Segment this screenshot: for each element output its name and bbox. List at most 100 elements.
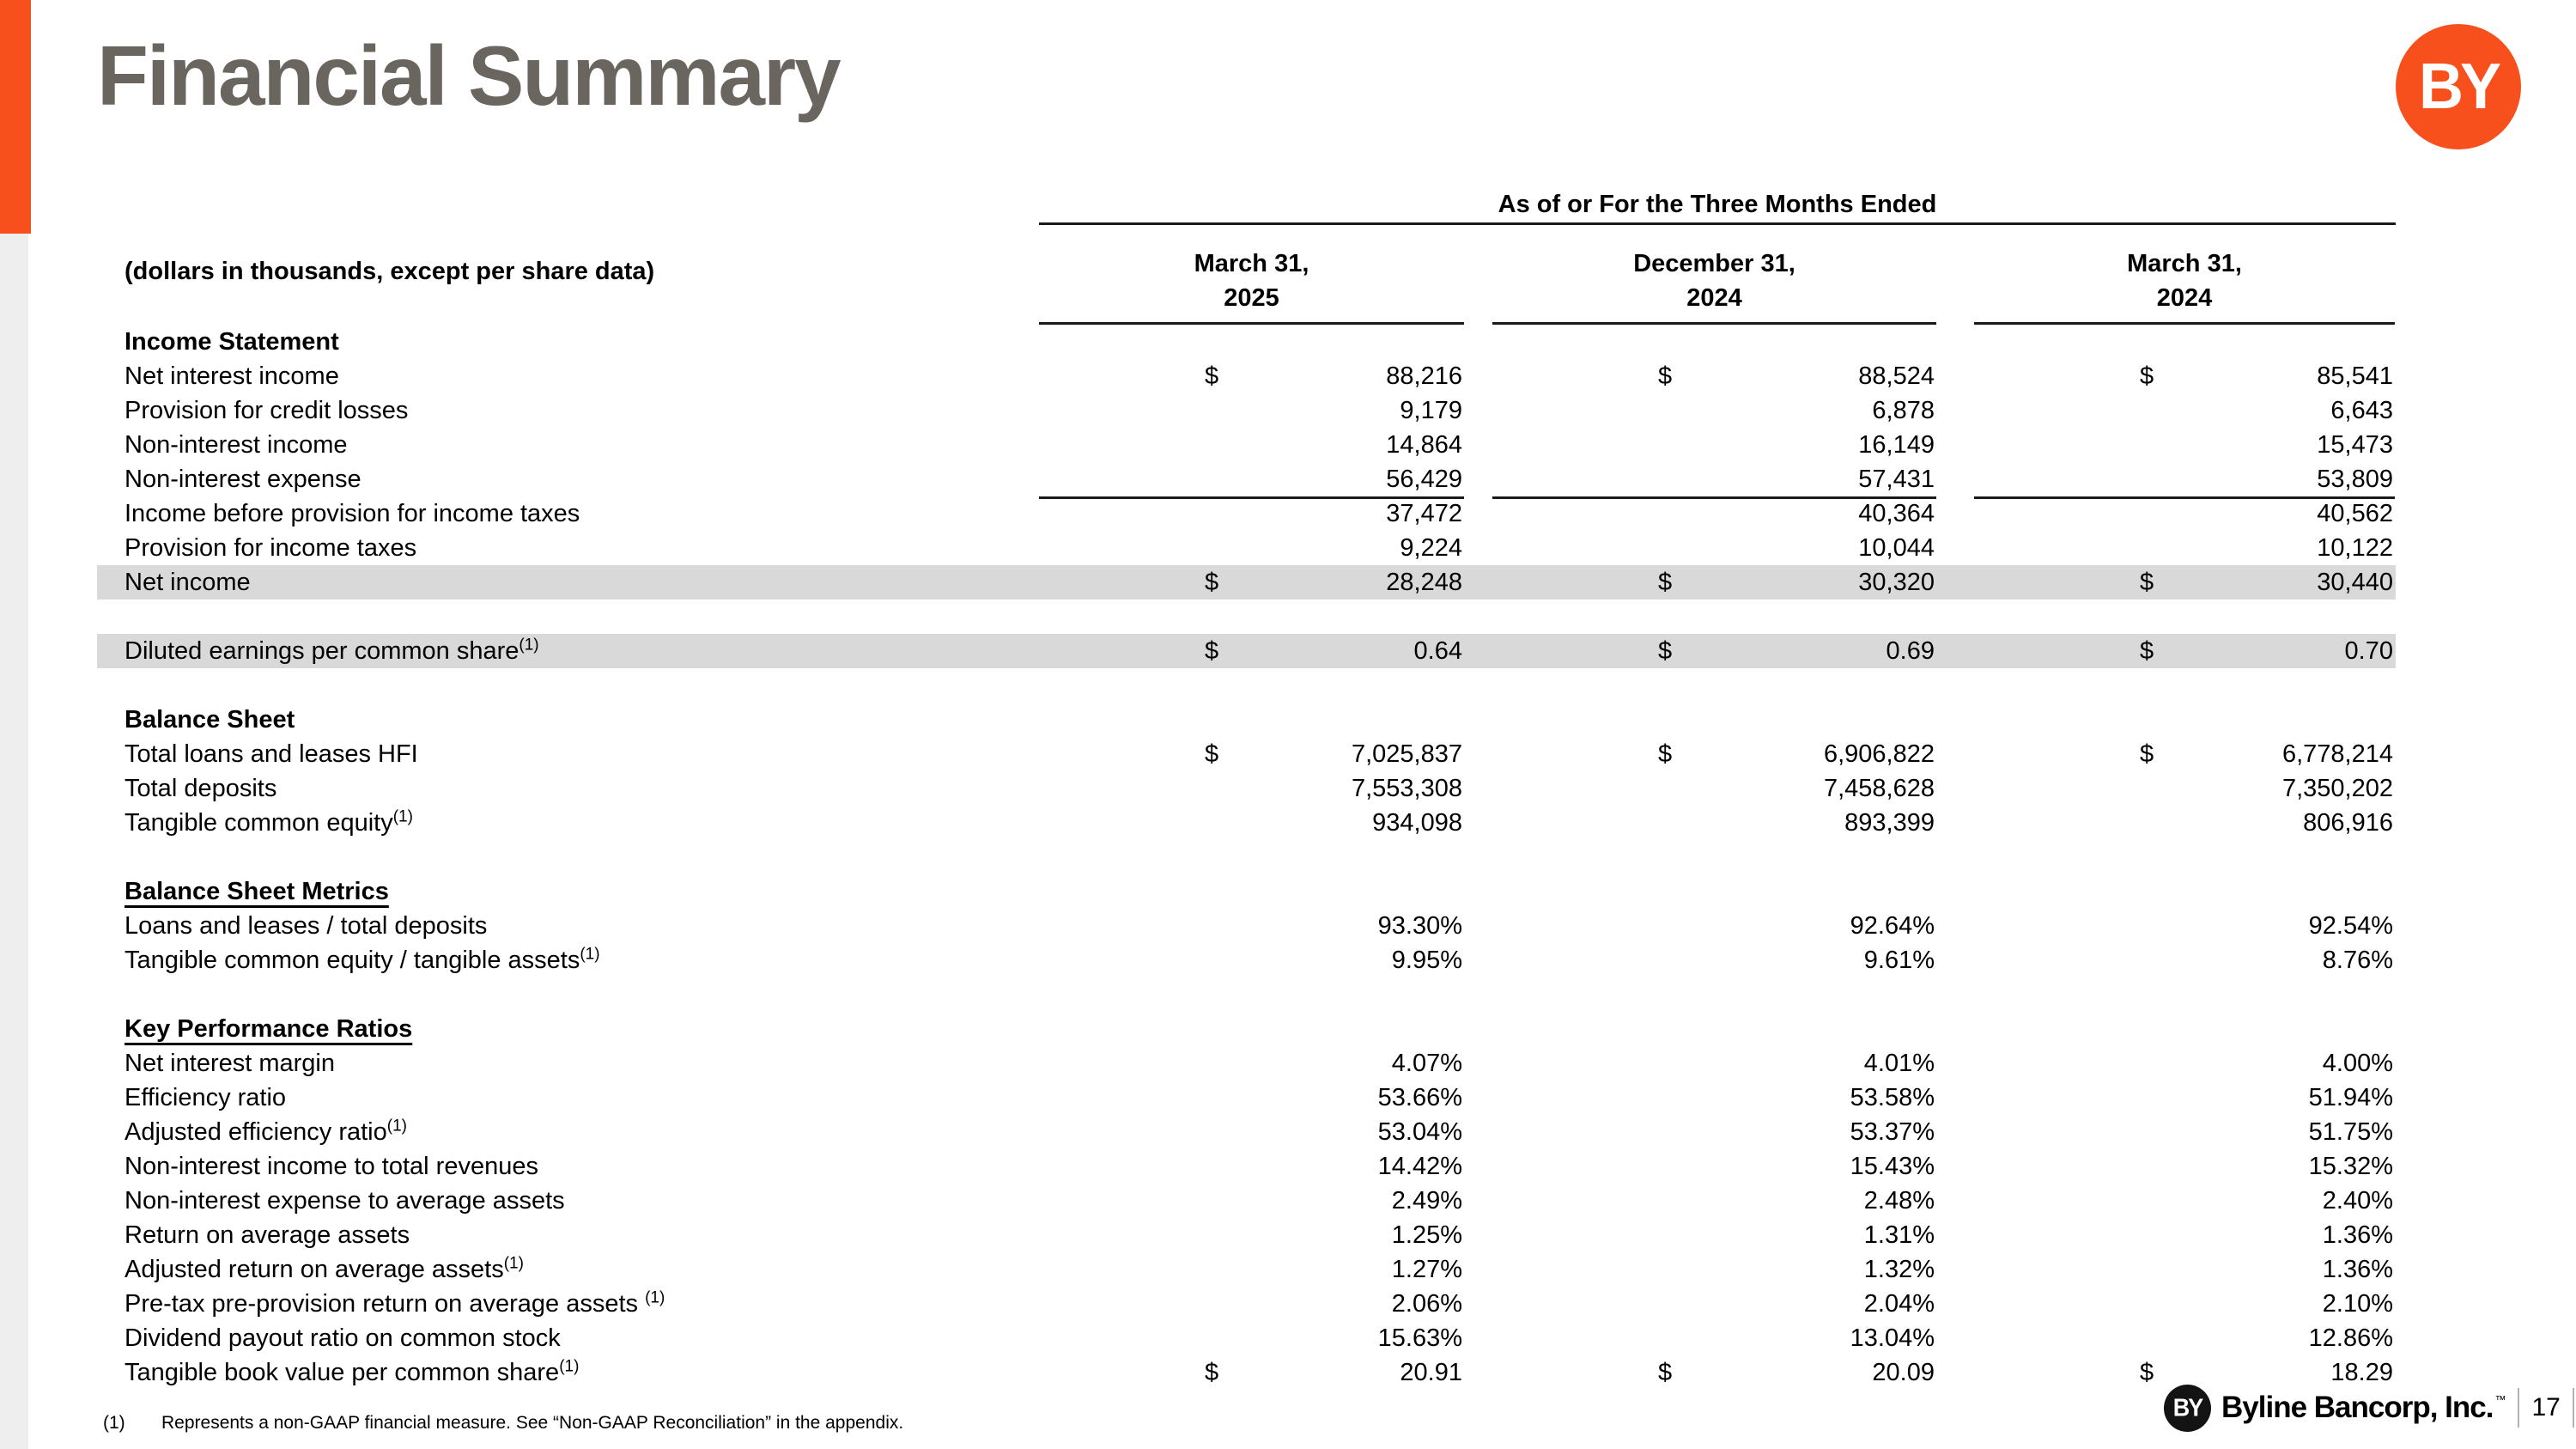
cell-march-2024: 806,916 bbox=[1974, 806, 2395, 840]
row-label: Net income bbox=[125, 569, 251, 596]
cell-value: 7,025,837 bbox=[1351, 740, 1462, 768]
column-group-header: As of or For the Three Months Ended bbox=[1498, 191, 1937, 218]
page-number-separator bbox=[2572, 1388, 2574, 1428]
cell-value: 1.36% bbox=[2322, 1256, 2393, 1283]
row-label: Diluted earnings per common share(1) bbox=[125, 636, 539, 665]
table-row: Net income $28,248 $30,320 $30,440 bbox=[97, 565, 2396, 600]
table-row: Net interest income $88,216 $88,524 $85,… bbox=[97, 359, 2396, 393]
cell-value: 88,524 bbox=[1858, 362, 1935, 390]
column-header-line2: 2024 bbox=[2156, 284, 2213, 312]
cell-march-2025: 56,429 bbox=[1039, 462, 1464, 499]
cell-march-2025: 2.06% bbox=[1039, 1287, 1464, 1321]
column-header-line1: March 31, bbox=[1194, 250, 1309, 277]
dollar-sign: $ bbox=[2140, 362, 2154, 390]
table-caption: (dollars in thousands, except per share … bbox=[125, 258, 655, 285]
page-title: Financial Summary bbox=[97, 28, 841, 123]
cell-march-2025: $20.91 bbox=[1039, 1355, 1464, 1390]
table-row: Provision for credit losses 9,179 6,878 … bbox=[97, 393, 2396, 428]
section-header: Balance Sheet bbox=[97, 703, 2396, 737]
cell-value: 10,122 bbox=[2317, 534, 2393, 562]
cell-value: 16,149 bbox=[1858, 431, 1935, 459]
cell-december-2024: $20.09 bbox=[1492, 1355, 1936, 1390]
cell-march-2025: 14.42% bbox=[1039, 1149, 1464, 1184]
cell-march-2024: $85,541 bbox=[1974, 359, 2395, 393]
table-row: Total loans and leases HFI $7,025,837 $6… bbox=[97, 737, 2396, 771]
table-row: Adjusted efficiency ratio(1) 53.04% 53.3… bbox=[97, 1115, 2396, 1149]
cell-march-2024: $0.70 bbox=[1974, 634, 2395, 668]
cell-value: 30,320 bbox=[1858, 569, 1935, 596]
row-label: Total deposits bbox=[125, 775, 277, 802]
row-label: Adjusted efficiency ratio(1) bbox=[125, 1117, 407, 1146]
dollar-sign: $ bbox=[1205, 637, 1219, 665]
dollar-sign: $ bbox=[2140, 637, 2154, 665]
cell-value: 53.04% bbox=[1377, 1118, 1462, 1146]
cell-december-2024: $88,524 bbox=[1492, 359, 1936, 393]
cell-december-2024: 40,364 bbox=[1492, 496, 1936, 531]
cell-value: 0.64 bbox=[1413, 637, 1462, 665]
cell-march-2025: 4.07% bbox=[1039, 1046, 1464, 1081]
dollar-sign: $ bbox=[2140, 740, 2154, 768]
row-label: Income Statement bbox=[125, 328, 339, 356]
table-row: Non-interest expense to average assets 2… bbox=[97, 1184, 2396, 1218]
footer: BY Byline Bancorp, Inc. ™ 17 bbox=[2164, 1381, 2576, 1434]
row-label: Adjusted return on average assets(1) bbox=[125, 1254, 524, 1283]
cell-december-2024: $0.69 bbox=[1492, 634, 1936, 668]
cell-march-2025: 9,224 bbox=[1039, 531, 1464, 568]
cell-december-2024: 13.04% bbox=[1492, 1321, 1936, 1355]
table-row: Return on average assets 1.25% 1.31% 1.3… bbox=[97, 1218, 2396, 1252]
dollar-sign: $ bbox=[1658, 362, 1673, 390]
cell-march-2024: 51.75% bbox=[1974, 1115, 2395, 1149]
cell-march-2025: 9.95% bbox=[1039, 943, 1464, 977]
table-row: Diluted earnings per common share(1) $0.… bbox=[97, 634, 2396, 668]
cell-value: 2.10% bbox=[2322, 1290, 2393, 1318]
dollar-sign: $ bbox=[1658, 740, 1673, 768]
column-header-march-2024: March 31, 2024 bbox=[1974, 247, 2395, 315]
table-row: Pre-tax pre-provision return on average … bbox=[97, 1287, 2396, 1321]
cell-march-2025: 2.49% bbox=[1039, 1184, 1464, 1218]
row-label: Net interest income bbox=[125, 362, 339, 390]
cell-value: 4.07% bbox=[1391, 1050, 1462, 1077]
cell-march-2025: 37,472 bbox=[1039, 496, 1464, 531]
cell-value: 8.76% bbox=[2322, 947, 2393, 974]
cell-december-2024: 7,458,628 bbox=[1492, 771, 1936, 806]
cell-value: 13.04% bbox=[1850, 1324, 1935, 1352]
cell-march-2025: 7,553,308 bbox=[1039, 771, 1464, 806]
cell-value: 9.95% bbox=[1391, 947, 1462, 974]
cell-march-2025: $0.64 bbox=[1039, 634, 1464, 668]
cell-value: 56,429 bbox=[1386, 466, 1462, 493]
table-gap bbox=[97, 600, 2396, 634]
column-header-december-2024: December 31, 2024 bbox=[1492, 247, 1936, 315]
footnote-ref: (1) bbox=[503, 1254, 524, 1273]
cell-march-2024: 15.32% bbox=[1974, 1149, 2395, 1184]
cell-march-2024: 7,350,202 bbox=[1974, 771, 2395, 806]
row-label: Non-interest expense bbox=[125, 466, 361, 493]
cell-value: 6,643 bbox=[2330, 397, 2393, 424]
cell-value: 2.40% bbox=[2322, 1187, 2393, 1215]
table-row: Total deposits 7,553,308 7,458,628 7,350… bbox=[97, 771, 2396, 806]
cell-december-2024: 1.32% bbox=[1492, 1252, 1936, 1287]
footnote-text: Represents a non-GAAP financial measure.… bbox=[161, 1413, 904, 1433]
section-header: Income Statement bbox=[97, 325, 2396, 359]
cell-value: 806,916 bbox=[2303, 809, 2393, 837]
cell-march-2025: 53.04% bbox=[1039, 1115, 1464, 1149]
row-label: Tangible common equity / tangible assets… bbox=[125, 945, 600, 974]
cell-value: 1.31% bbox=[1863, 1221, 1935, 1249]
row-label: Provision for credit losses bbox=[125, 397, 409, 424]
cell-december-2024: $30,320 bbox=[1492, 565, 1936, 600]
page-number: 17 bbox=[2531, 1393, 2561, 1422]
cell-december-2024: 9.61% bbox=[1492, 943, 1936, 977]
cell-value: 4.00% bbox=[2322, 1050, 2393, 1077]
row-label: Balance Sheet bbox=[125, 706, 295, 734]
cell-march-2024: 4.00% bbox=[1974, 1046, 2395, 1081]
cell-value: 92.64% bbox=[1850, 912, 1935, 940]
cell-value: 1.32% bbox=[1863, 1256, 1935, 1283]
table-row: Net interest margin 4.07% 4.01% 4.00% bbox=[97, 1046, 2396, 1081]
left-accent-bar bbox=[0, 0, 31, 234]
cell-value: 0.69 bbox=[1886, 637, 1935, 665]
cell-march-2025: 9,179 bbox=[1039, 393, 1464, 428]
row-label: Non-interest income bbox=[125, 431, 348, 459]
footnote: (1) Represents a non-GAAP financial measu… bbox=[103, 1413, 903, 1434]
cell-march-2025: 934,098 bbox=[1039, 806, 1464, 840]
cell-march-2024: 6,643 bbox=[1974, 393, 2395, 428]
cell-march-2024: 92.54% bbox=[1974, 909, 2395, 943]
